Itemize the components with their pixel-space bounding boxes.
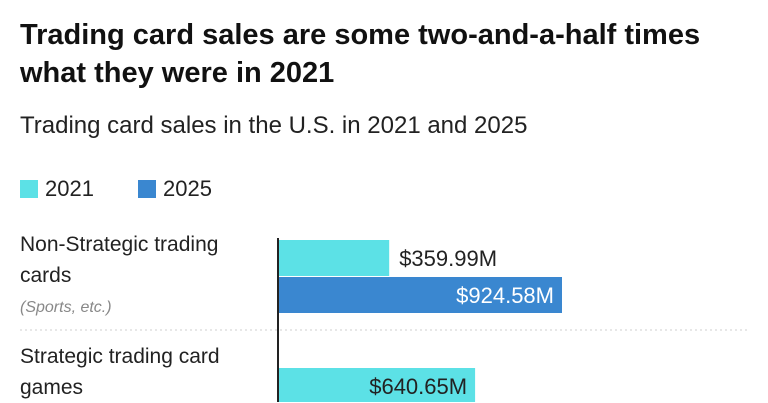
bar-2021-non-strategic [279,240,390,276]
legend-swatch-2025 [138,180,156,198]
category-label-non-strategic: Non-Strategic trading cards [20,233,219,287]
bar-2021-strategic [279,368,476,402]
category-note-non-strategic: (Sports, etc.) [20,299,112,316]
chart-title: Trading card sales are some two-and-a-ha… [20,19,701,89]
chart-subtitle: Trading card sales in the U.S. in 2021 a… [20,112,528,139]
legend-label-2025: 2025 [163,176,212,201]
data-label-2025-non-strategic: $924.58M [456,283,554,308]
legend-swatch-2021 [20,180,38,198]
legend-label-2021: 2021 [45,176,94,201]
data-label-2021-strategic: $640.65M [369,374,467,399]
data-label-2021-non-strategic: $359.99M [399,246,497,271]
category-label-strategic: Strategic trading card games [20,345,220,399]
bar-2025-non-strategic [279,277,562,313]
